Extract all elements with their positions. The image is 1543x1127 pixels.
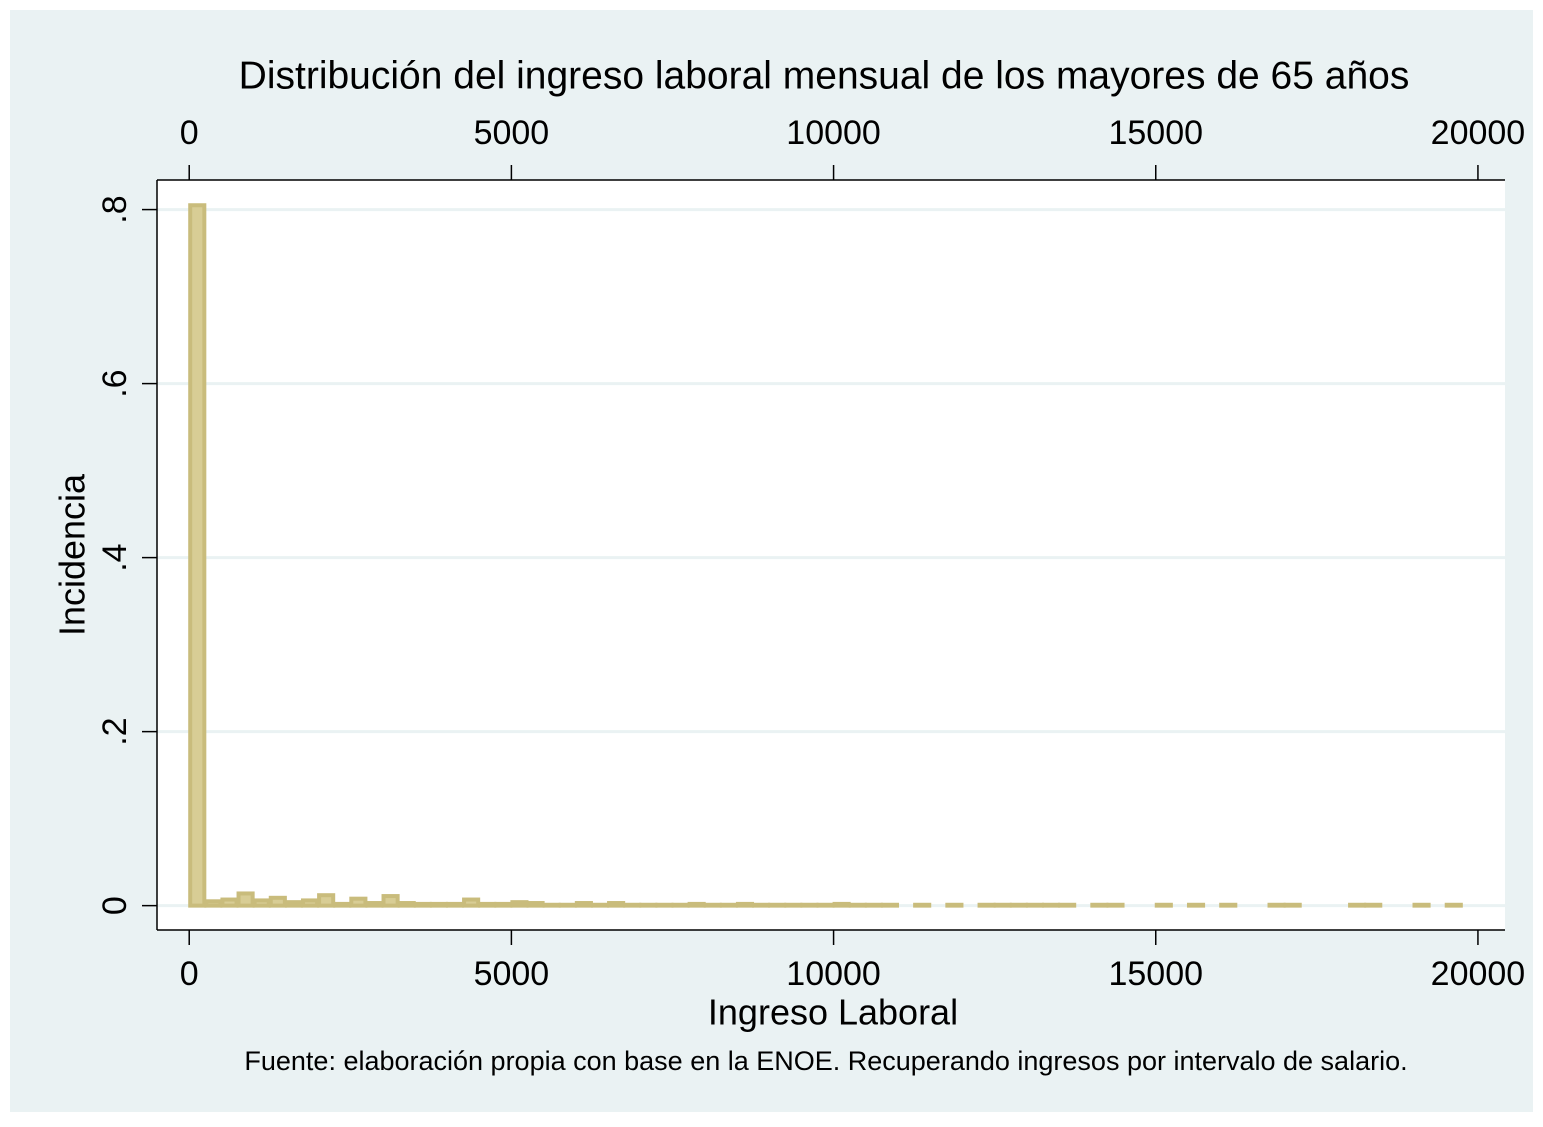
y-tick-label: .2: [96, 717, 134, 745]
bar: [365, 901, 384, 908]
bar: [188, 203, 207, 908]
bar: [816, 902, 835, 908]
bar: [284, 900, 303, 908]
x-tick-label: 15000: [1108, 955, 1203, 993]
bar: [735, 901, 755, 908]
bar: [703, 902, 722, 908]
bar: [1041, 902, 1061, 908]
bar: [752, 902, 771, 908]
bar: [1025, 902, 1044, 908]
bar: [784, 902, 803, 908]
x-top-tick-label: 15000: [1108, 114, 1203, 152]
bar: [317, 893, 336, 908]
bar: [671, 902, 690, 908]
x-top-tick-label: 5000: [474, 114, 550, 152]
bar: [445, 901, 465, 908]
bar: [687, 901, 706, 908]
y-tick-label: .6: [96, 369, 134, 397]
bar: [478, 901, 497, 908]
bar: [1090, 902, 1109, 908]
bar: [768, 902, 787, 908]
bar: [993, 902, 1012, 908]
note: Fuente: elaboración propia con base en l…: [244, 1046, 1407, 1076]
bar: [623, 902, 642, 908]
bar: [494, 901, 513, 908]
bar: [220, 897, 239, 908]
bar: [913, 902, 932, 908]
bar: [1186, 902, 1206, 908]
bar: [1219, 902, 1238, 908]
bar: [1444, 902, 1463, 908]
bar: [590, 902, 610, 908]
bar: [204, 899, 223, 908]
bar: [800, 902, 819, 908]
bar: [526, 901, 545, 908]
bar: [1154, 902, 1173, 908]
bar: [574, 901, 593, 908]
bar: [1058, 902, 1077, 908]
bar: [655, 902, 674, 908]
bar: [333, 901, 352, 908]
y-tick-label: .4: [96, 543, 134, 571]
bar: [1364, 902, 1383, 908]
bar: [848, 902, 867, 908]
bar: [558, 902, 577, 908]
bar: [1009, 902, 1028, 908]
y-tick-label: .8: [96, 195, 134, 223]
bar: [381, 894, 400, 908]
bar: [1106, 902, 1125, 908]
bar: [510, 900, 529, 908]
x-tick-label: 5000: [474, 955, 550, 993]
x-top-tick-label: 0: [180, 114, 199, 152]
y-axis-title: Incidencia: [52, 473, 93, 636]
bar: [977, 902, 996, 908]
y-tick-label: 0: [96, 896, 134, 915]
bar: [236, 891, 255, 908]
x-top-tick-label: 20000: [1431, 114, 1526, 152]
bar: [429, 901, 448, 908]
plot-area: [157, 180, 1505, 930]
bar: [1348, 902, 1367, 908]
bar: [397, 901, 416, 908]
bar: [268, 895, 287, 908]
bar: [349, 896, 368, 908]
bar: [832, 901, 851, 908]
bar: [945, 902, 964, 908]
bar: [542, 902, 561, 908]
bar: [413, 901, 432, 908]
chart-title: Distribución del ingreso laboral mensual…: [239, 54, 1410, 97]
bar: [864, 902, 883, 908]
bar: [719, 902, 738, 908]
x-axis-title: Ingreso Laboral: [708, 992, 958, 1033]
bar: [1283, 902, 1302, 908]
bar: [1267, 902, 1286, 908]
bar: [300, 898, 320, 908]
x-tick-label: 0: [180, 955, 199, 993]
bar: [607, 901, 626, 908]
bar: [462, 897, 481, 908]
x-tick-label: 10000: [786, 955, 881, 993]
x-top-tick-label: 10000: [786, 114, 881, 152]
x-tick-label: 20000: [1431, 955, 1526, 993]
bar: [880, 902, 900, 908]
bar: [639, 902, 658, 908]
bar: [252, 898, 271, 908]
bar: [1412, 902, 1431, 908]
